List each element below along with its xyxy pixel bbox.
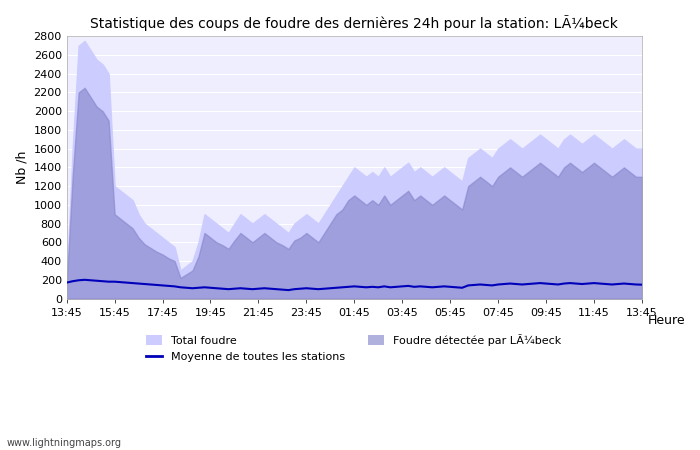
Y-axis label: Nb /h: Nb /h bbox=[15, 151, 28, 184]
Legend: Total foudre, Moyenne de toutes les stations, Foudre détectée par LÃ¼beck: Total foudre, Moyenne de toutes les stat… bbox=[141, 329, 566, 366]
Text: www.lightningmaps.org: www.lightningmaps.org bbox=[7, 438, 122, 448]
Text: Heure: Heure bbox=[648, 314, 685, 327]
Title: Statistique des coups de foudre des dernières 24h pour la station: LÃ¼beck: Statistique des coups de foudre des dern… bbox=[90, 15, 618, 31]
